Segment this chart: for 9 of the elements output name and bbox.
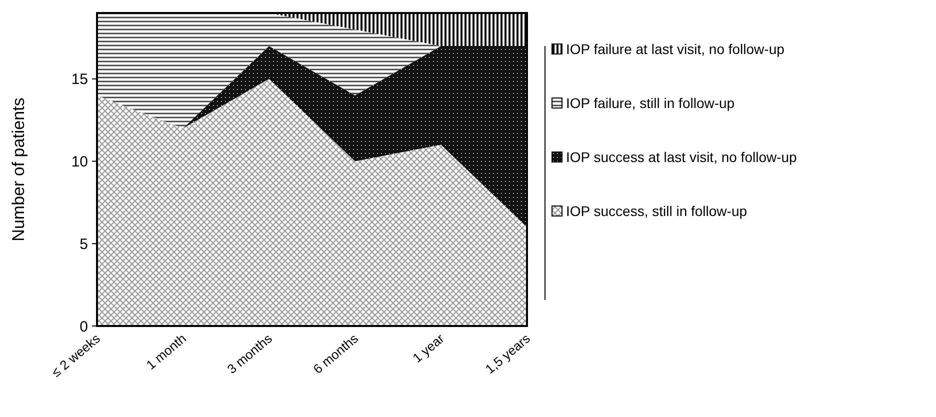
y-tick-label: 0: [80, 318, 88, 336]
y-tick-label: 5: [80, 236, 88, 253]
legend-label: IOP failure at last visit, no follow-up: [566, 40, 785, 57]
y-tick-label: 10: [71, 154, 88, 171]
legend-label: IOP failure, still in follow-up: [566, 94, 735, 111]
legend-label: IOP success at last visit, no follow-up: [566, 148, 798, 165]
y-tick-label: 15: [71, 71, 88, 88]
legend-label: IOP success, still in follow-up: [566, 202, 748, 219]
y-axis-title: Number of patients: [9, 98, 28, 242]
